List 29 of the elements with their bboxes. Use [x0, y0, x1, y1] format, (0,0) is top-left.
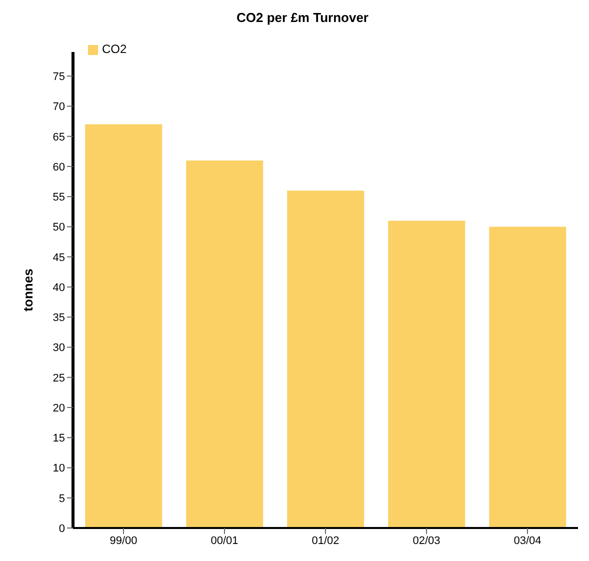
y-tick-label: 30 [52, 342, 65, 354]
y-tick-label: 75 [52, 71, 65, 84]
y-tick-label: 20 [52, 402, 65, 414]
x-tick-label: 03/04 [514, 534, 542, 547]
legend-label: CO2 [102, 42, 127, 56]
y-tick-label: 15 [52, 432, 65, 445]
y-tick-label: 25 [52, 372, 65, 384]
y-axis-title: tonnes [20, 268, 36, 312]
y-tick-label: 70 [52, 101, 65, 114]
y-tick-label: 10 [52, 462, 65, 475]
y-tick-label: 35 [52, 312, 65, 324]
y-tick-label: 45 [52, 252, 65, 264]
y-tick-label: 55 [52, 192, 65, 204]
y-tick-label: 50 [52, 222, 65, 234]
x-tick-label: 01/02 [312, 534, 340, 547]
bar [489, 226, 566, 528]
y-tick-label: 0 [58, 522, 65, 535]
chart-title: CO2 per £m Turnover [236, 9, 370, 27]
y-tick-label: 5 [58, 492, 65, 505]
y-tick-label: 65 [52, 131, 65, 144]
bar [186, 160, 264, 528]
bar [388, 220, 466, 528]
y-tick-label: 60 [52, 161, 65, 174]
bar [287, 190, 364, 528]
y-tick-label: 40 [52, 282, 65, 294]
bar [85, 124, 162, 528]
x-tick-label: 02/03 [412, 534, 440, 547]
x-tick-label: 99/00 [110, 534, 138, 547]
x-tick-label: 00/01 [210, 534, 238, 547]
